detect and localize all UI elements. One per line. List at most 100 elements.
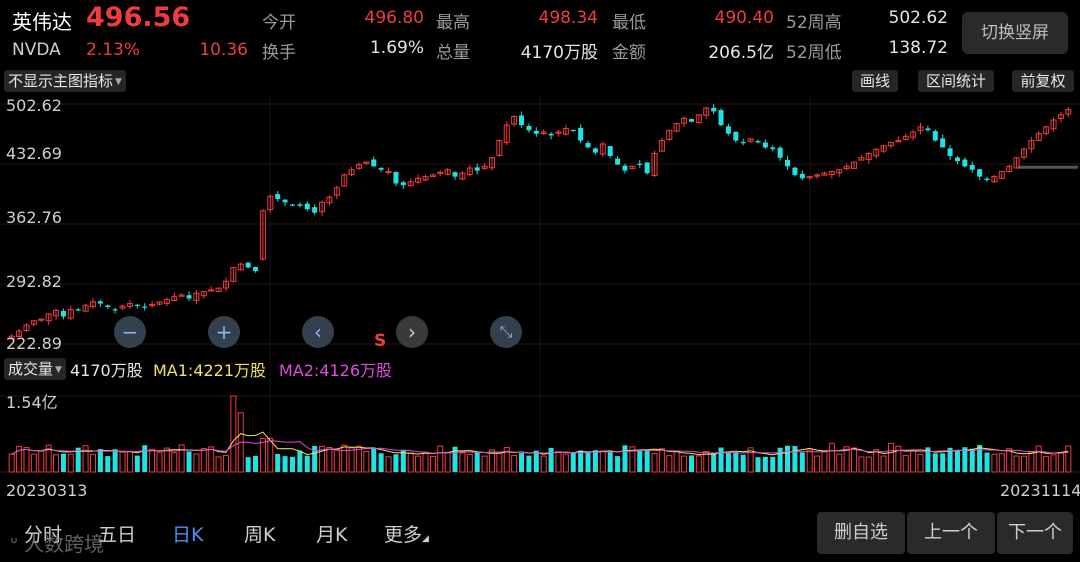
tab-more[interactable]: 更多◢ xyxy=(384,520,429,547)
low-value: 490.40 xyxy=(714,8,774,28)
candle-body-up xyxy=(355,164,362,169)
indicator-dropdown[interactable]: 不显示主图指标 ▼ xyxy=(4,70,126,92)
volume-bar-up xyxy=(488,449,495,473)
candle-body-up xyxy=(444,169,451,175)
volume-bar-down xyxy=(644,449,650,472)
candle-body-down xyxy=(526,125,532,131)
forward-adjust-button[interactable]: 前复权 xyxy=(1012,70,1074,92)
candle-body-up xyxy=(843,165,850,170)
volume-bar-up xyxy=(658,448,665,473)
volume-bar-up xyxy=(215,456,222,473)
volume-bar-up xyxy=(53,454,60,473)
candle-body-up xyxy=(851,161,858,169)
previous-stock-button[interactable]: 上一个 xyxy=(907,512,995,554)
candle-body-up xyxy=(333,187,340,196)
volume-bar-down xyxy=(526,455,532,472)
volume-bar-up xyxy=(1020,455,1027,473)
volume-bar-up xyxy=(540,455,547,473)
volume-bar-up xyxy=(444,451,451,473)
candle-body-up xyxy=(695,114,702,124)
next-stock-button[interactable]: 下一个 xyxy=(997,512,1073,554)
price-axis-label-5: 222.89 xyxy=(6,334,62,353)
candle-body-up xyxy=(917,126,924,132)
tab-daily-k[interactable]: 日K xyxy=(172,524,204,546)
volume-bar-up xyxy=(259,437,266,473)
fit-screen-button[interactable]: ⤡ xyxy=(490,316,522,348)
corner-triangle-icon: ◢ xyxy=(422,534,429,544)
candle-body-up xyxy=(267,195,274,211)
candle-body-down xyxy=(755,141,761,143)
candle-body-up xyxy=(540,131,547,135)
zoom-out-button[interactable]: − xyxy=(114,316,146,348)
candle-body-up xyxy=(481,165,488,169)
indicator-dropdown-label: 不显示主图指标 xyxy=(8,72,114,90)
switch-portrait-button[interactable]: 切换竖屏 xyxy=(962,12,1068,54)
volume-bar-up xyxy=(355,445,362,473)
zoom-in-button[interactable]: + xyxy=(208,316,240,348)
volume-bar-up xyxy=(348,447,355,473)
draw-line-button[interactable]: 画线 xyxy=(852,70,898,92)
amount-label: 金额 xyxy=(612,43,646,63)
tab-monthly-k[interactable]: 月K xyxy=(316,524,348,546)
volume-bar-up xyxy=(429,455,436,473)
volume-bar-up xyxy=(1028,451,1035,473)
volume-bar-down xyxy=(245,457,251,472)
candle-body-down xyxy=(312,207,318,213)
candle-body-up xyxy=(348,169,355,176)
scroll-right-button[interactable]: › xyxy=(396,316,428,348)
change-percent: 2.13% xyxy=(86,40,141,60)
candle-body-down xyxy=(75,309,81,311)
candle-body-down xyxy=(548,133,554,136)
candle-body-down xyxy=(289,204,295,206)
candle-body-up xyxy=(415,177,422,183)
candle-body-up xyxy=(193,292,200,301)
candle-body-up xyxy=(562,128,569,135)
volume-bar-up xyxy=(651,453,658,473)
volume-bar-up xyxy=(666,455,673,473)
volume-bar-up xyxy=(747,447,754,473)
tab-intraday[interactable]: 分时 xyxy=(24,524,63,546)
volume-bar-down xyxy=(688,455,694,472)
candle-body-up xyxy=(673,122,680,132)
candle-body-up xyxy=(163,298,170,304)
candle-body-down xyxy=(762,142,768,148)
volume-bar-down xyxy=(718,447,724,472)
volume-bar-up xyxy=(333,448,340,473)
volume-bar-up xyxy=(163,447,170,473)
volume-bar-down xyxy=(452,446,458,472)
volume-bar-up xyxy=(326,446,333,473)
candle-body-up xyxy=(230,267,237,282)
candle-body-up xyxy=(1006,165,1013,173)
52w-low-value: 138.72 xyxy=(888,38,948,58)
volume-bar-up xyxy=(836,453,843,473)
volume-bar-up xyxy=(67,453,74,473)
remove-watchlist-button[interactable]: 删自选 xyxy=(817,512,905,554)
volume-bar-down xyxy=(622,445,628,472)
candle-body-down xyxy=(474,167,480,171)
candle-body-up xyxy=(237,263,244,271)
candle-body-up xyxy=(836,169,843,174)
volume-indicator-dropdown[interactable]: 成交量 ▼ xyxy=(4,358,66,380)
volume-bar-down xyxy=(792,446,798,472)
52w-low-label: 52周低 xyxy=(786,43,842,63)
tab-weekly-k[interactable]: 周K xyxy=(244,524,276,546)
candle-body-up xyxy=(429,174,436,178)
candle-body-up xyxy=(806,176,813,179)
tab-five-day[interactable]: 五日 xyxy=(98,524,137,546)
volume-bar-down xyxy=(770,456,776,472)
candle-body-up xyxy=(651,152,658,176)
candle-body-up xyxy=(629,165,636,170)
candle-body-up xyxy=(496,140,503,156)
candle-body-down xyxy=(304,203,310,210)
candle-body-up xyxy=(222,280,229,289)
volume-bar-up xyxy=(858,456,865,473)
candle-body-up xyxy=(488,157,495,169)
volume-bar-up xyxy=(828,442,835,473)
candle-body-down xyxy=(134,304,140,306)
candle-body-down xyxy=(799,173,805,179)
scroll-left-button[interactable]: ‹ xyxy=(302,316,334,348)
candle-body-up xyxy=(82,304,89,312)
candle-body-up xyxy=(666,129,673,140)
range-stats-button[interactable]: 区间统计 xyxy=(918,70,994,92)
